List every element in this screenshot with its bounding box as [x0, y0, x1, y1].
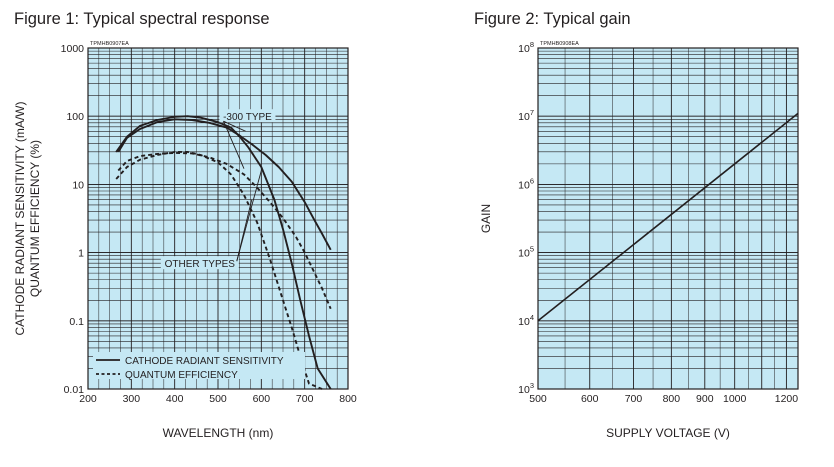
- fig1-annotation-300-leader: [223, 120, 246, 132]
- figure-2-title: Figure 2: Typical gain: [474, 10, 631, 28]
- fig1-x-tick-label: 200: [79, 393, 97, 405]
- fig2-gain-line-1: [537, 112, 799, 322]
- fig1-y-tick-label: 10: [72, 179, 84, 191]
- fig1-annotation-300-type: -300 TYPE: [223, 112, 272, 123]
- figure-1-title: Figure 1: Typical spectral response: [14, 10, 270, 28]
- fig1-annotation-other-bg: [160, 256, 239, 270]
- fig2-y-tick-label: 104: [518, 313, 534, 328]
- fig1-x-tick-label: 800: [339, 393, 357, 405]
- fig1-y-tick-label: 0.1: [69, 316, 84, 328]
- fig1-y-axis-label-line1: CATHODE RADIANT SENSITIVITY (mA/W): [13, 101, 27, 335]
- fig1-legend-bg: [93, 352, 305, 379]
- fig2-x-tick-label: 1000: [723, 393, 747, 405]
- fig1-plot-frame: [87, 47, 349, 390]
- fig2-y-tick-label: 106: [518, 176, 534, 191]
- fig2-x-tick-label: 800: [663, 393, 681, 405]
- fig1-x-tick-label: 700: [296, 393, 314, 405]
- fig1-figure-tag: TPMHB0907EA: [90, 41, 129, 47]
- fig1-y-tick-label: 1000: [61, 43, 85, 55]
- fig1-annotation-300-bg: [219, 109, 276, 123]
- fig2-x-tick-label: 500: [529, 393, 547, 405]
- fig1-series-line-3: [117, 151, 332, 310]
- fig2-x-tick-label: 900: [696, 393, 714, 405]
- fig2-plot-frame: [537, 47, 799, 390]
- fig2-grid: [538, 48, 798, 389]
- fig2-y-tick-label: 107: [518, 108, 534, 123]
- fig2-figure-tag: TPMHB0908EA: [540, 41, 579, 47]
- fig2-x-tick-label: 700: [625, 393, 643, 405]
- fig2-y-tick-label: 108: [518, 40, 534, 55]
- fig2-x-tick-label: 1200: [775, 393, 799, 405]
- fig2-x-axis-label: SUPPLY VOLTAGE (V): [606, 426, 730, 440]
- fig1-x-tick-label: 400: [166, 393, 184, 405]
- fig1-x-tick-label: 500: [209, 393, 227, 405]
- fig1-x-axis-label: WAVELENGTH (nm): [163, 426, 274, 440]
- fig1-y-axis-label-line2: QUANTUM EFFICIENCY (%): [28, 140, 42, 297]
- fig1-annotation-300-leader: [223, 121, 245, 169]
- fig1-x-tick-label: 600: [253, 393, 271, 405]
- fig1-x-tick-label: 300: [123, 393, 141, 405]
- fig1-annotation-other-types: OTHER TYPES: [165, 259, 236, 270]
- fig2-y-axis-label: GAIN: [479, 204, 493, 233]
- fig1-grid: [88, 48, 348, 389]
- fig2-y-tick-label: 105: [518, 245, 534, 260]
- fig1-series-line-4: [115, 150, 323, 390]
- fig2-y-tick-label: 103: [518, 381, 534, 396]
- fig1-series-line-2: [115, 115, 332, 390]
- fig2-plot-background: [538, 48, 798, 389]
- fig2-x-tick-label: 600: [581, 393, 599, 405]
- fig1-legend-label-1: CATHODE RADIANT SENSITIVITY: [125, 356, 284, 367]
- fig1-legend-label-2: QUANTUM EFFICIENCY: [125, 370, 238, 381]
- fig1-y-tick-label: 0.01: [64, 384, 85, 396]
- fig1-y-tick-label: 100: [66, 111, 84, 123]
- fig1-y-tick-label: 1: [78, 248, 84, 260]
- fig1-annotation-other-leader: [236, 199, 253, 262]
